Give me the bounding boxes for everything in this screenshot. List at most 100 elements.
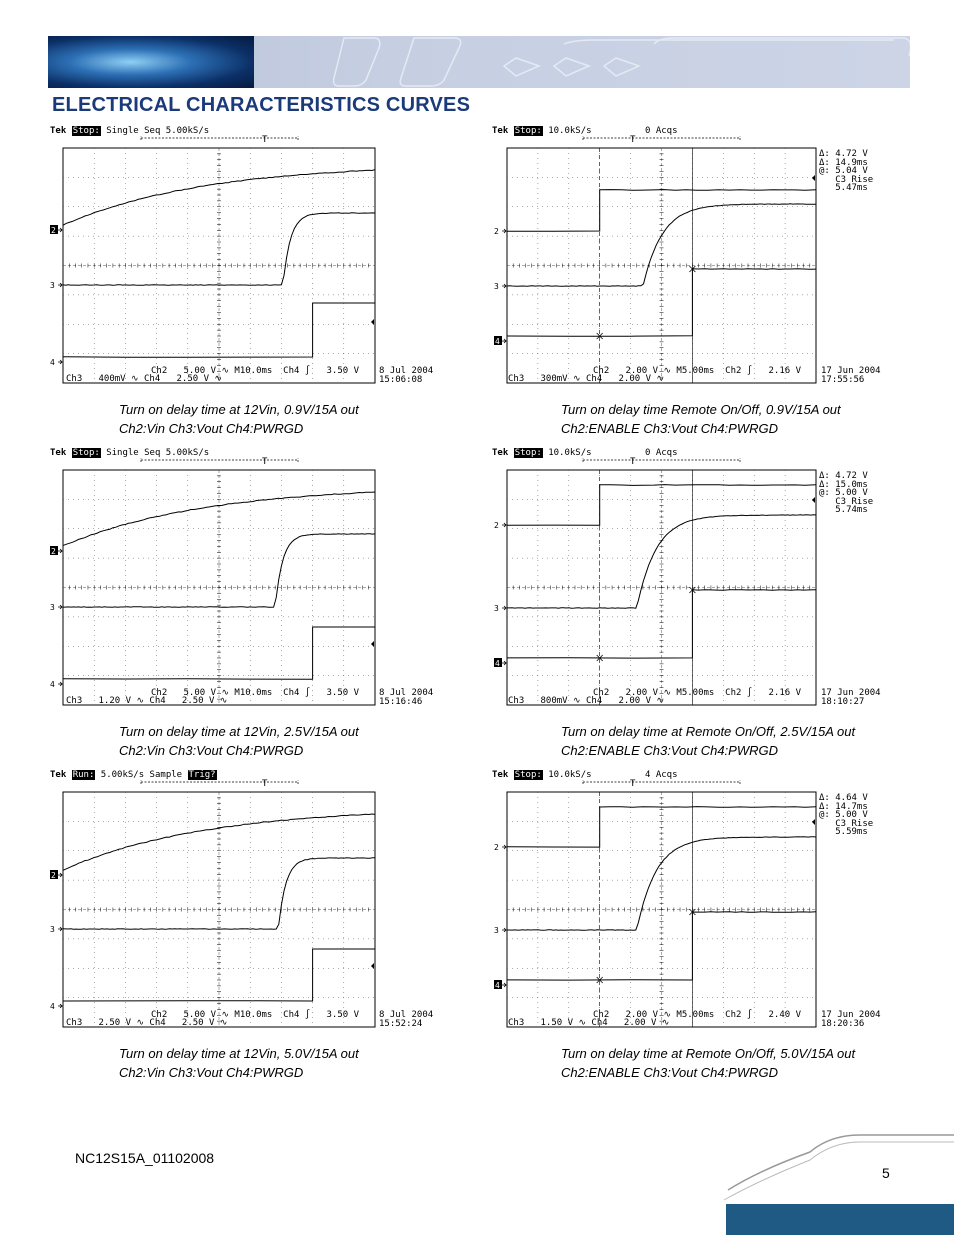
caption-line-1: Turn on delay time at 12Vin, 0.9V/15A ou…	[119, 400, 359, 419]
svg-text:2: 2	[51, 871, 56, 880]
channel-marker-4: 4	[50, 358, 62, 367]
time: 15:06:08	[379, 376, 433, 385]
channel-marker-4: 4	[494, 658, 506, 668]
footer-decoration	[720, 1130, 954, 1235]
timestamp: 8 Jul 2004 15:16:46	[379, 689, 433, 707]
channel-marker-4: 4	[50, 1002, 62, 1011]
figure-caption: Turn on delay time at 12Vin, 2.5V/15A ou…	[119, 722, 359, 760]
channel-marker-4: 4	[494, 336, 506, 346]
channel-marker-2: 2	[50, 225, 62, 235]
scope-display: T 2 3 4	[48, 770, 468, 1050]
scope-panel-p5: Tek Run: 5.00kS/s Sample Trig? T 2 3 4 Ch2 5.…	[48, 770, 468, 1050]
caption-line-1: Turn on delay time Remote On/Off, 0.9V/1…	[561, 400, 841, 419]
scope-display: T 2 3 4	[48, 126, 468, 406]
timestamp: 17 Jun 2004 18:20:36	[821, 1011, 881, 1029]
scope-panel-p2: Tek Stop: 10.0kS/s 0 Acqs T 2 3 4 Ch2 2.00 V ∿…	[490, 126, 910, 406]
time: 18:20:36	[821, 1020, 881, 1029]
ch3-scale: Ch3 1.20 V ∿ Ch4 2.50 V ∿	[66, 697, 227, 706]
svg-text:3: 3	[494, 926, 499, 935]
timestamp: 8 Jul 2004 15:52:24	[379, 1011, 433, 1029]
svg-text:2: 2	[494, 227, 499, 236]
svg-text:3: 3	[494, 604, 499, 613]
caption-line-2: Ch2:ENABLE Ch3:Vout Ch4:PWRGD	[561, 419, 841, 438]
svg-text:3: 3	[494, 282, 499, 291]
svg-text:T: T	[630, 457, 636, 467]
caption-line-2: Ch2:Vin Ch3:Vout Ch4:PWRGD	[119, 741, 359, 760]
timestamp: 8 Jul 2004 15:06:08	[379, 367, 433, 385]
scope-display: T 2 3 4	[48, 448, 468, 728]
scope-panel-p1: Tek Stop: Single Seq 5.00kS/s T 2 3 4 Ch2 5.0…	[48, 126, 468, 406]
svg-text:T: T	[630, 779, 636, 789]
ch3-scale: Ch3 1.50 V ∿ Ch4 2.00 V ∿	[508, 1019, 669, 1028]
header-photo	[48, 36, 254, 88]
channel-marker-3: 3	[494, 604, 506, 613]
svg-text:4: 4	[50, 1002, 55, 1011]
svg-text:T: T	[630, 135, 636, 145]
caption-line-2: Ch2:Vin Ch3:Vout Ch4:PWRGD	[119, 419, 359, 438]
time: 18:10:27	[821, 698, 881, 707]
svg-text:T: T	[262, 135, 268, 145]
channel-marker-2: 2	[50, 870, 62, 880]
svg-text:2: 2	[51, 547, 56, 556]
document-id: NC12S15A_01102008	[75, 1150, 214, 1166]
scope-panel-p3: Tek Stop: Single Seq 5.00kS/s T 2 3 4 Ch2 5.0…	[48, 448, 468, 728]
figure-caption: Turn on delay time at Remote On/Off, 2.5…	[561, 722, 855, 760]
trace-ch2-vin	[63, 170, 375, 226]
channel-marker-2: 2	[494, 521, 506, 530]
caption-line-2: Ch2:Vin Ch3:Vout Ch4:PWRGD	[119, 1063, 359, 1082]
svg-text:4: 4	[495, 981, 500, 990]
svg-text:4: 4	[495, 337, 500, 346]
svg-text:T: T	[262, 779, 268, 789]
channel-marker-2: 2	[494, 843, 506, 852]
measurement-line: 5.47ms	[819, 184, 873, 193]
header-decoration	[254, 36, 910, 88]
scope-panel-p4: Tek Stop: 10.0kS/s 0 Acqs T 2 3 4 Ch2 2.00 V ∿…	[490, 448, 910, 728]
page-title: ELECTRICAL CHARACTERISTICS CURVES	[52, 94, 470, 117]
channel-marker-4: 4	[494, 980, 506, 990]
channel-marker-2: 2	[494, 227, 506, 236]
cursor-measurements: Δ: 4.64 V Δ: 14.7ms @: 5.00 V C3 Rise 5.59…	[819, 794, 873, 837]
scope-panel-p6: Tek Stop: 10.0kS/s 4 Acqs T 2 3 4 Ch2 2.00 V ∿…	[490, 770, 910, 1050]
ch3-scale: Ch3 400mV ∿ Ch4 2.50 V ∿	[66, 375, 222, 384]
svg-text:4: 4	[50, 358, 55, 367]
timestamp: 17 Jun 2004 17:55:56	[821, 367, 881, 385]
caption-line-2: Ch2:ENABLE Ch3:Vout Ch4:PWRGD	[561, 1063, 855, 1082]
caption-line-2: Ch2:ENABLE Ch3:Vout Ch4:PWRGD	[561, 741, 855, 760]
svg-text:2: 2	[494, 521, 499, 530]
ch3-scale: Ch3 800mV ∿ Ch4 2.00 V ∿	[508, 697, 664, 706]
time: 15:16:46	[379, 698, 433, 707]
channel-marker-2: 2	[50, 546, 62, 556]
measurement-line: 5.59ms	[819, 828, 873, 837]
svg-text:2: 2	[494, 843, 499, 852]
ch3-scale: Ch3 300mV ∿ Ch4 2.00 V ∿	[508, 375, 664, 384]
caption-line-1: Turn on delay time at Remote On/Off, 2.5…	[561, 722, 855, 741]
caption-line-1: Turn on delay time at 12Vin, 5.0V/15A ou…	[119, 1044, 359, 1063]
figure-caption: Turn on delay time at 12Vin, 5.0V/15A ou…	[119, 1044, 359, 1082]
header-banner	[48, 36, 910, 88]
figure-caption: Turn on delay time at Remote On/Off, 5.0…	[561, 1044, 855, 1082]
caption-line-1: Turn on delay time at 12Vin, 2.5V/15A ou…	[119, 722, 359, 741]
figure-caption: Turn on delay time at 12Vin, 0.9V/15A ou…	[119, 400, 359, 438]
channel-marker-3: 3	[50, 925, 62, 934]
figure-caption: Turn on delay time Remote On/Off, 0.9V/1…	[561, 400, 841, 438]
svg-text:T: T	[262, 457, 268, 467]
timestamp: 17 Jun 2004 18:10:27	[821, 689, 881, 707]
caption-line-1: Turn on delay time at Remote On/Off, 5.0…	[561, 1044, 855, 1063]
ch3-scale: Ch3 2.50 V ∿ Ch4 2.50 V ∿	[66, 1019, 227, 1028]
measurement-line: 5.74ms	[819, 506, 873, 515]
svg-text:2: 2	[51, 226, 56, 235]
time: 17:55:56	[821, 376, 881, 385]
channel-marker-3: 3	[50, 603, 62, 612]
svg-text:3: 3	[50, 925, 55, 934]
time: 15:52:24	[379, 1020, 433, 1029]
cursor-measurements: Δ: 4.72 V Δ: 14.9ms @: 5.04 V C3 Rise 5.47…	[819, 150, 873, 193]
svg-text:3: 3	[50, 603, 55, 612]
channel-marker-3: 3	[494, 282, 506, 291]
channel-marker-3: 3	[494, 926, 506, 935]
svg-text:3: 3	[50, 281, 55, 290]
svg-text:4: 4	[495, 659, 500, 668]
svg-text:4: 4	[50, 680, 55, 689]
channel-marker-3: 3	[50, 281, 62, 290]
channel-marker-4: 4	[50, 680, 62, 689]
cursor-measurements: Δ: 4.72 V Δ: 15.0ms @: 5.00 V C3 Rise 5.74…	[819, 472, 873, 515]
